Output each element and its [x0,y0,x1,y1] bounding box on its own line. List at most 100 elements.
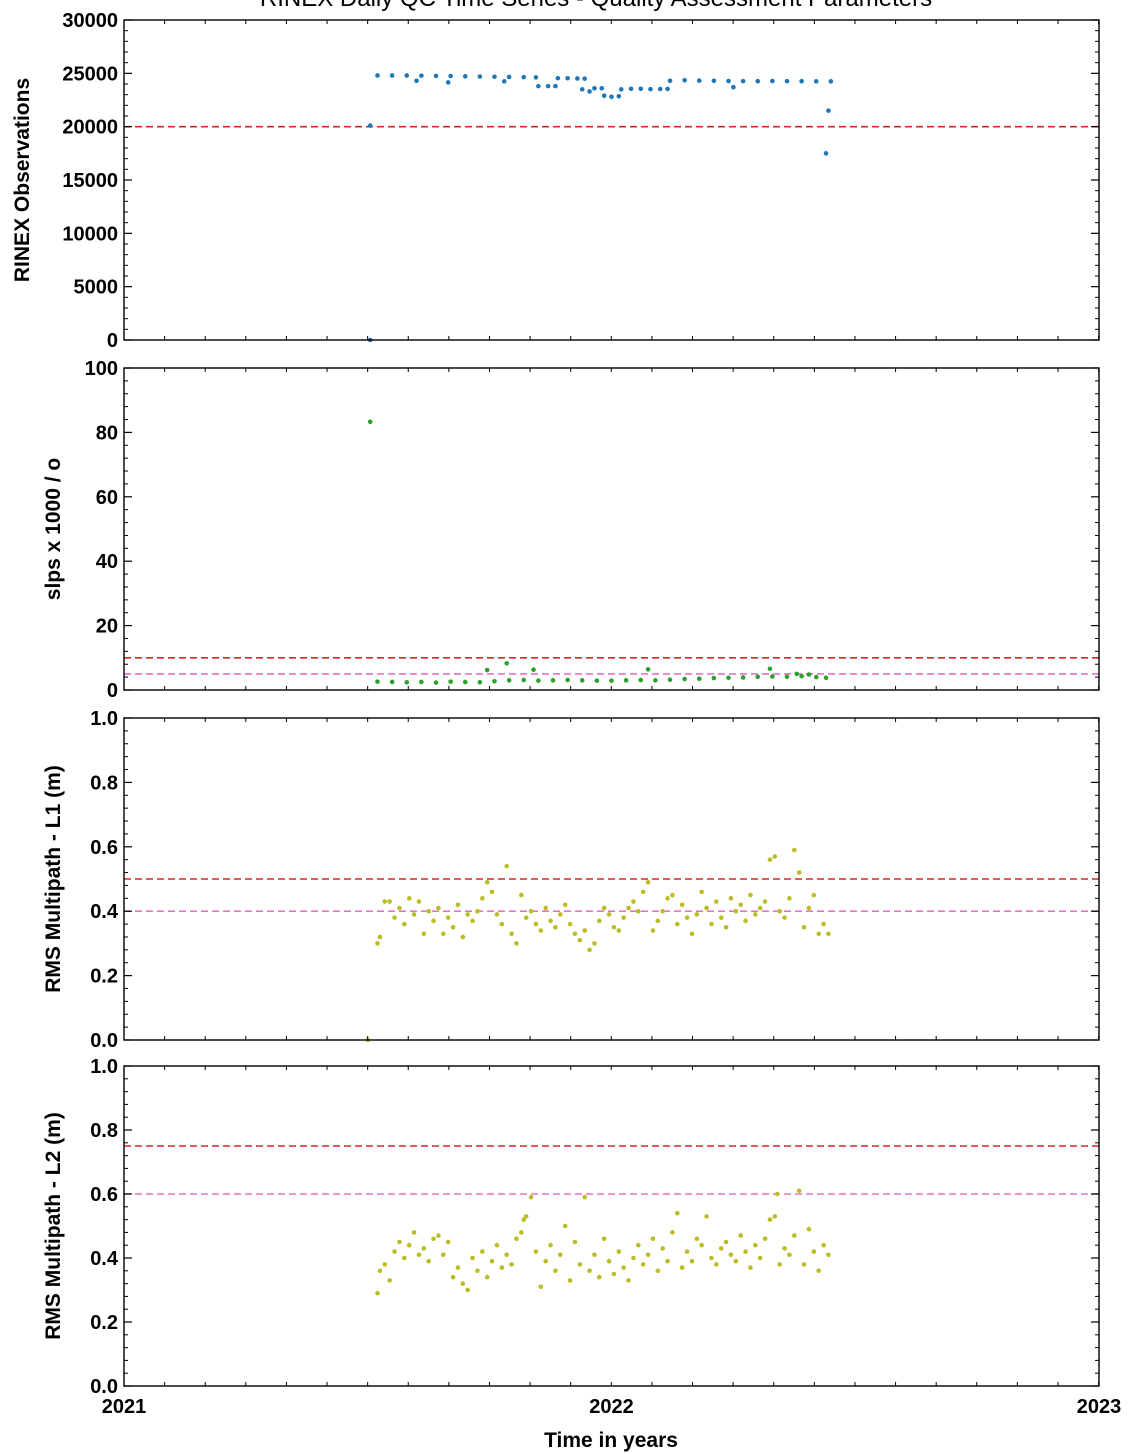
y-tick-label: 0.0 [90,1030,118,1052]
y-axis-label: RMS Multipath - L1 (m) [42,765,65,992]
data-point [709,921,714,927]
data-point [567,921,573,927]
panels-group: 0 5000 10000 15000 20000 25000 30000 RINEX Obse… [11,10,1121,1418]
data-point [755,78,761,84]
data-point [784,674,790,680]
data-point [738,902,743,908]
data-point [626,1278,631,1283]
data-point [821,1242,826,1248]
data-point [728,896,734,901]
data-point [565,677,570,683]
data-point [670,892,675,898]
x-tick-labels: 2021 2022 2023 [102,1396,1122,1418]
data-point [555,75,561,81]
y-tick-label: 20 [96,616,118,638]
y-tick-label: 5000 [74,277,119,299]
data-point [611,1271,617,1277]
data-point [448,73,453,79]
data-point [777,908,782,914]
plot-frame [123,1065,1100,1387]
data-point [645,667,651,672]
data-point [462,74,468,79]
data-point [521,74,527,80]
data-point [696,78,702,83]
panel-4: 0.0 0.2 0.4 0.6 0.8 1.0 RMS Multipath - L2 (m) [42,1056,1100,1398]
data-point [733,1258,739,1264]
data-point [475,1268,480,1274]
data-point [509,1262,514,1267]
data-point [387,899,392,904]
data-point [477,679,483,685]
data-point [436,1233,441,1238]
data-point [599,85,605,91]
data-point [492,679,497,684]
data-point [616,93,622,99]
y-tick-label: 1.0 [90,708,118,730]
data-point [543,905,548,911]
data-point [638,677,644,683]
data-point [675,1210,680,1216]
data-point [787,896,792,901]
data-point [499,921,505,927]
data-point [377,934,383,940]
data-point [533,921,539,927]
panel-3: 0.0 0.2 0.4 0.6 0.8 1.0 RMS Multipath - L1 (m) [42,708,1100,1052]
y-tick-label: 1.0 [90,1056,118,1078]
data-point [723,925,729,930]
data-point [636,1242,641,1248]
data-point [504,660,509,666]
data-point [816,1268,821,1274]
data-point [796,870,802,875]
data-point [587,1268,592,1274]
data-point [455,902,461,908]
data-point [740,675,746,680]
data-point [748,892,753,898]
data-point [611,925,617,930]
y-tick-label: 0.6 [90,1184,118,1206]
data-point [823,675,829,681]
data-point [389,73,395,78]
data-point [772,854,778,859]
data-point [660,1246,665,1251]
data-point [679,902,685,908]
data-point [431,918,436,924]
data-point [767,857,773,862]
data-point [816,931,821,937]
data-point [650,1236,656,1242]
data-point [699,1242,704,1248]
plot-frame [123,19,1100,341]
data-point [645,879,651,885]
data-point [636,908,641,914]
data-point [523,915,529,920]
y-tick-label: 60 [96,487,118,509]
data-point [441,931,446,937]
data-point [648,86,653,92]
data-point [562,902,568,908]
series-1 [375,1188,831,1296]
data-point [397,1239,402,1245]
series-1 [367,419,829,685]
data-point [826,108,831,113]
data-point [484,879,490,885]
data-point [558,912,563,917]
y-tick-label: 0.2 [90,1312,118,1334]
data-point [521,1217,527,1222]
data-point [631,899,636,904]
data-point [465,912,470,917]
data-point [480,896,485,901]
data-point [514,1236,519,1242]
data-point [533,1249,539,1254]
data-point [777,1262,782,1267]
y-tick-label: 0 [107,330,118,352]
data-point [714,899,719,904]
data-point [489,1258,495,1264]
data-point [689,931,695,937]
data-point [579,87,585,92]
data-point [616,928,622,933]
data-point [821,921,826,927]
data-point [543,1258,548,1264]
data-point [575,76,580,81]
data-point [813,674,819,680]
panel-2: 0 20 40 60 80 100 slps x 1000 / o [42,358,1100,702]
data-point [389,679,395,685]
